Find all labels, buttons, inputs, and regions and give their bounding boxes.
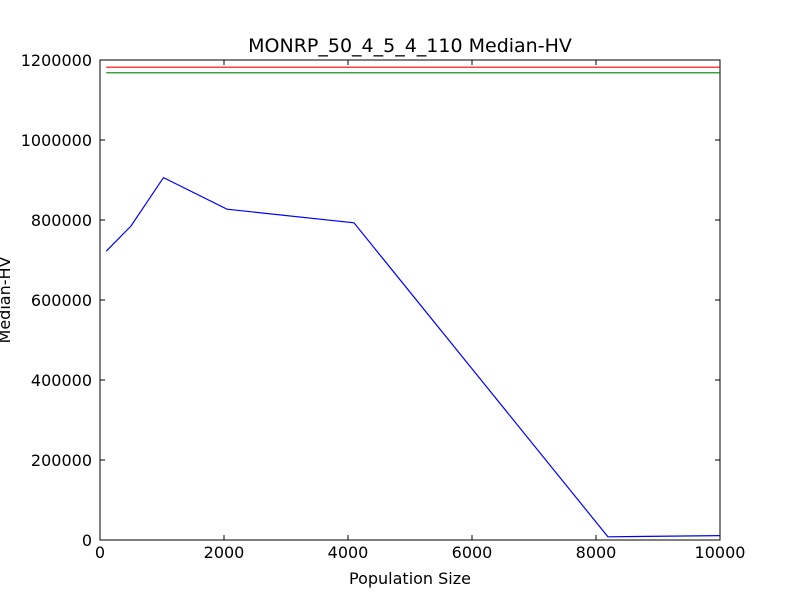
y-tick-label: 400000 <box>31 371 92 390</box>
y-axis-label: Median-HV <box>0 256 14 343</box>
y-tick-label: 1200000 <box>21 51 92 70</box>
y-tick-label: 800000 <box>31 211 92 230</box>
x-tick-label: 0 <box>95 543 105 562</box>
y-tick-label: 0 <box>82 531 92 550</box>
x-axis: 0 2000 4000 6000 8000 10000 <box>95 60 746 562</box>
x-tick-label: 2000 <box>204 543 245 562</box>
plot-frame <box>99 59 721 541</box>
chart-title: MONRP_50_4_5_4_110 Median-HV <box>248 35 572 57</box>
y-tick-label: 200000 <box>31 451 92 470</box>
x-tick-label: 6000 <box>452 543 493 562</box>
y-tick-label: 1000000 <box>21 131 92 150</box>
y-axis: 0 200000 400000 600000 800000 1000000 1200000 <box>21 51 720 550</box>
x-tick-label: 8000 <box>576 543 617 562</box>
x-axis-label: Population Size <box>349 569 471 588</box>
y-tick-label: 600000 <box>31 291 92 310</box>
series-layer <box>105 66 721 538</box>
x-tick-label: 10000 <box>695 543 746 562</box>
series-line-1 <box>105 176 721 538</box>
x-tick-label: 4000 <box>328 543 369 562</box>
